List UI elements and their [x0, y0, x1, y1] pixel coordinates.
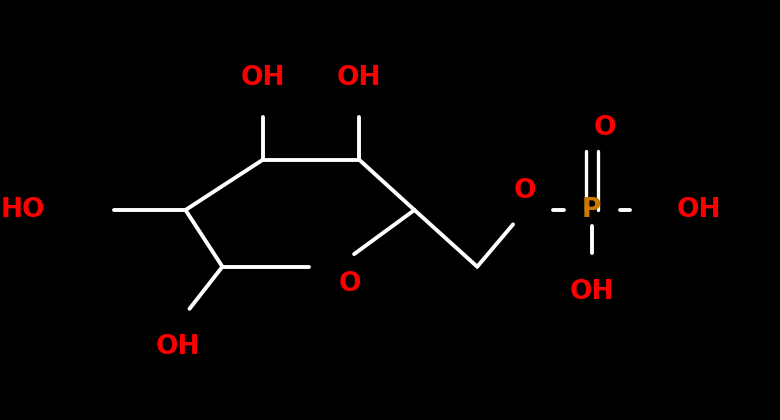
Text: OH: OH	[337, 65, 381, 91]
Text: OH: OH	[241, 65, 285, 91]
Text: OH: OH	[676, 197, 721, 223]
Text: O: O	[594, 115, 616, 141]
Text: OH: OH	[569, 279, 614, 305]
Text: OH: OH	[156, 333, 200, 360]
Text: O: O	[339, 271, 361, 297]
Text: P: P	[582, 197, 601, 223]
Text: O: O	[514, 178, 537, 204]
Text: HO: HO	[1, 197, 45, 223]
